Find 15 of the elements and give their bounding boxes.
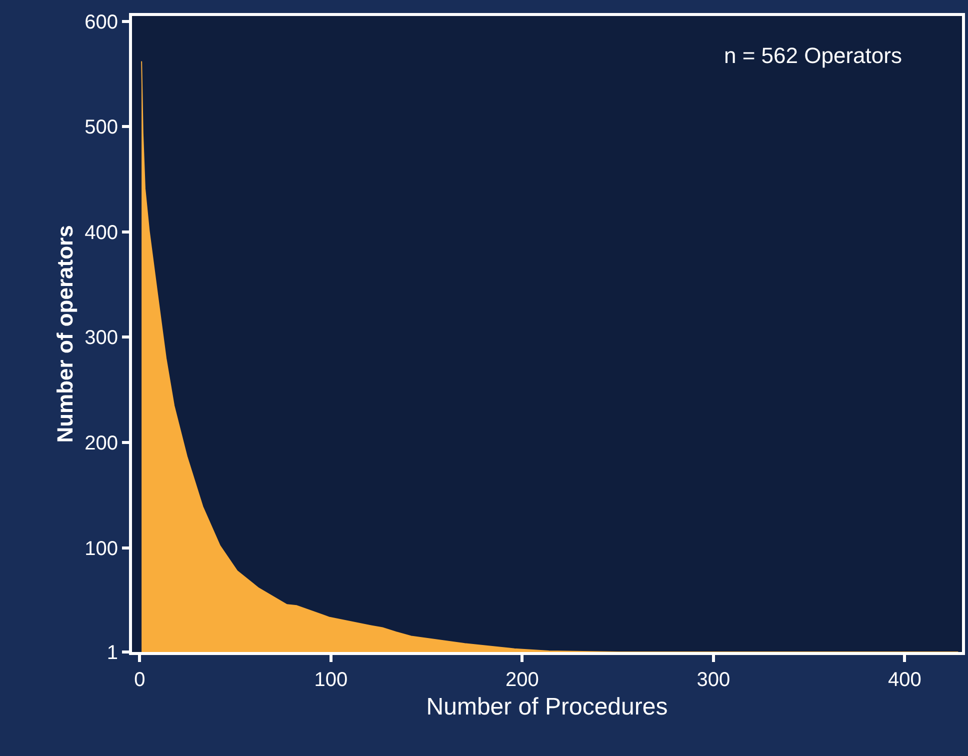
x-tick-label: 100 <box>314 669 348 691</box>
y-tick-label: 500 <box>84 116 118 139</box>
annotation: n = 562 Operators <box>724 43 902 68</box>
x-tick-label: 0 <box>134 669 146 691</box>
y-tick-label: 400 <box>84 222 118 244</box>
x-axis-title: Number of Procedures <box>426 693 668 720</box>
y-tick-label: 600 <box>84 11 118 34</box>
x-tick-label: 300 <box>696 669 730 691</box>
x-tick-label: 200 <box>505 669 539 691</box>
y-axis-title: Number of operators <box>52 225 78 443</box>
y-tick-label: 200 <box>84 432 118 454</box>
y-tick-label: 100 <box>84 538 118 560</box>
y-tick-label: 300 <box>84 327 118 350</box>
x-tick-label: 400 <box>888 669 922 691</box>
y-tick-label: 1 <box>106 642 118 664</box>
